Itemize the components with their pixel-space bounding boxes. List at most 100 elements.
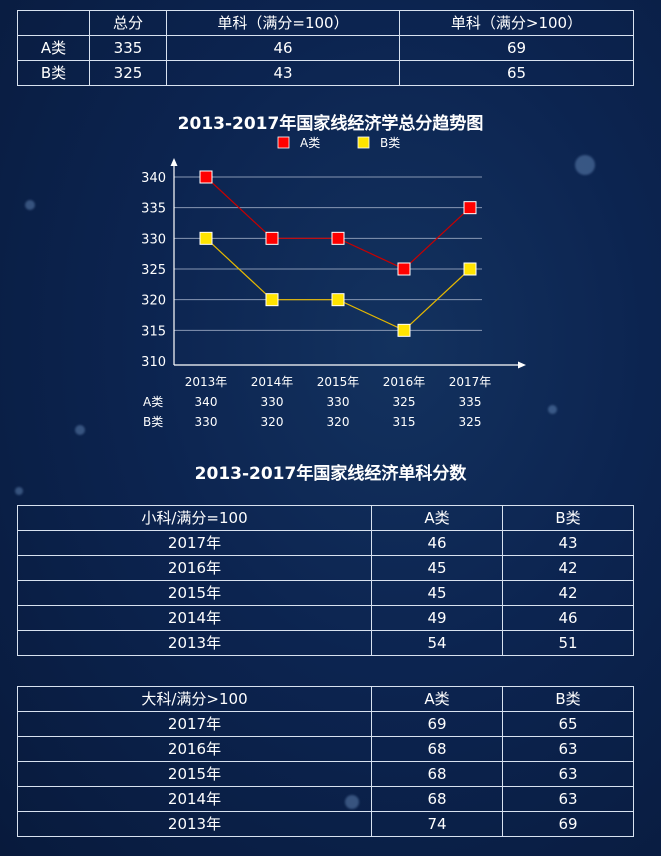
- header-cell: B类: [502, 686, 634, 712]
- data-table-value: 340: [195, 395, 218, 409]
- background-glow: [15, 487, 23, 495]
- table-cell: 2015年: [17, 580, 372, 606]
- legend-label: A类: [300, 136, 320, 150]
- y-tick-label: 315: [141, 324, 166, 339]
- table-header-row: 总分 单科（满分=100） 单科（满分>100）: [17, 10, 634, 36]
- table-row: A类 335 46 69: [17, 35, 634, 61]
- background-glow: [75, 425, 85, 435]
- header-cell: 单科（满分=100）: [166, 10, 400, 36]
- data-point-marker: [331, 293, 345, 307]
- data-table-value: 320: [327, 415, 350, 429]
- table-cell: B类: [17, 60, 90, 86]
- chart-data-table: A类 340 330 330 325 335 B类 330 320 320 315 325: [143, 395, 481, 429]
- legend-swatch: [357, 136, 370, 149]
- table-cell: 45: [371, 580, 503, 606]
- header-cell: B类: [502, 505, 634, 531]
- background-glow: [548, 405, 557, 414]
- data-table-value: 330: [195, 415, 218, 429]
- table-cell: 69: [371, 711, 503, 737]
- table-row: 2014年 49 46: [17, 605, 634, 631]
- data-table-value: 330: [261, 395, 284, 409]
- header-cell: 单科（满分>100）: [399, 10, 634, 36]
- table-cell: 2013年: [17, 811, 372, 837]
- table-cell: 68: [371, 786, 503, 812]
- table-row: 2015年 68 63: [17, 761, 634, 787]
- table-header-row: 小科/满分=100 A类 B类: [17, 505, 634, 531]
- x-tick-label: 2014年: [251, 375, 294, 389]
- data-table-value: 315: [393, 415, 416, 429]
- y-axis-arrow: [170, 158, 178, 166]
- header-cell: [17, 10, 90, 36]
- data-point-marker: [397, 262, 411, 276]
- table-cell: 45: [371, 555, 503, 581]
- table-cell: 2016年: [17, 736, 372, 762]
- table-cell: 2016年: [17, 555, 372, 581]
- table-cell: 2017年: [17, 530, 372, 556]
- table-row: 2014年 68 63: [17, 786, 634, 812]
- table-row: 2015年 45 42: [17, 580, 634, 606]
- data-point-marker: [463, 201, 477, 215]
- y-tick-label: 320: [141, 294, 166, 309]
- chart-axes: [170, 158, 526, 369]
- data-point-marker: [463, 262, 477, 276]
- table-row: 2013年 54 51: [17, 630, 634, 656]
- table-cell: 63: [502, 736, 634, 762]
- table-cell: 69: [502, 811, 634, 837]
- chart-legend: A类 B类: [277, 136, 400, 150]
- table-row: 2016年 68 63: [17, 736, 634, 762]
- data-table-series-label: A类: [143, 395, 163, 409]
- table-cell: 63: [502, 761, 634, 787]
- table-cell: 2014年: [17, 605, 372, 631]
- y-tick-label: 330: [141, 232, 166, 247]
- table-cell: 69: [399, 35, 634, 61]
- data-table-value: 325: [459, 415, 482, 429]
- chart-grid: [174, 176, 482, 331]
- table-row: 2017年 46 43: [17, 530, 634, 556]
- table-cell: 2017年: [17, 711, 372, 737]
- data-point-marker: [199, 231, 213, 245]
- table-row: B类 325 43 65: [17, 60, 634, 86]
- data-point-marker: [331, 231, 345, 245]
- x-tick-label: 2015年: [317, 375, 360, 389]
- table-cell: 43: [502, 530, 634, 556]
- series-line: [205, 237, 471, 332]
- table-cell: 43: [166, 60, 400, 86]
- summary-table: 总分 单科（满分=100） 单科（满分>100） A类 335 46 69 B类…: [17, 10, 634, 86]
- table-cell: 49: [371, 605, 503, 631]
- legend-label: B类: [380, 136, 400, 150]
- table-cell: 325: [89, 60, 167, 86]
- y-axis-ticks: 310 315 320 325 330 335 340: [141, 171, 166, 370]
- x-axis-ticks: 2013年 2014年 2015年 2016年 2017年: [185, 375, 492, 389]
- header-cell: 大科/满分>100: [17, 686, 372, 712]
- chart-title: 2013-2017年国家线经济学总分趋势图: [177, 114, 484, 134]
- table-cell: A类: [17, 35, 90, 61]
- table-cell: 63: [502, 786, 634, 812]
- table-cell: 46: [166, 35, 400, 61]
- table-cell: 335: [89, 35, 167, 61]
- legend-swatch: [277, 136, 290, 149]
- table-cell: 42: [502, 580, 634, 606]
- table-cell: 65: [399, 60, 634, 86]
- background-glow: [25, 200, 35, 210]
- data-point-marker: [199, 170, 213, 184]
- data-point-marker: [397, 323, 411, 337]
- table-cell: 46: [371, 530, 503, 556]
- x-axis-arrow: [518, 361, 526, 369]
- data-table-value: 325: [393, 395, 416, 409]
- table-cell: 68: [371, 761, 503, 787]
- series-lines: [205, 176, 471, 332]
- single-subject-title: 2013-2017年国家线经济单科分数: [194, 464, 467, 484]
- table-cell: 68: [371, 736, 503, 762]
- data-table-value: 335: [459, 395, 482, 409]
- table-row: 2016年 45 42: [17, 555, 634, 581]
- data-point-marker: [265, 231, 279, 245]
- table-cell: 2015年: [17, 761, 372, 787]
- header-cell: 总分: [89, 10, 167, 36]
- header-cell: 小科/满分=100: [17, 505, 372, 531]
- large-subject-table: 大科/满分>100 A类 B类 2017年 69 65 2016年 68 63 …: [17, 686, 634, 837]
- table-cell: 51: [502, 630, 634, 656]
- y-tick-label: 310: [141, 355, 166, 370]
- background-glow: [575, 155, 595, 175]
- y-tick-label: 335: [141, 202, 166, 217]
